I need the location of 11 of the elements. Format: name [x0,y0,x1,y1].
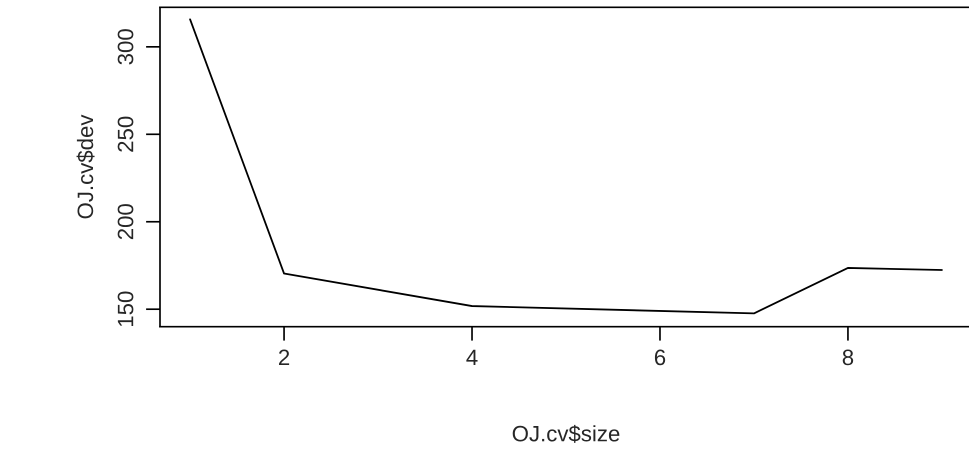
x-tick-label: 6 [654,350,666,366]
y-tick-label: 200 [118,204,134,240]
y-axis-title: OJ.cv$dev [76,114,95,218]
x-tick-label: 8 [842,350,854,366]
y-tick-label: 250 [118,116,134,152]
y-tick-label: 150 [118,292,134,326]
line-series [189,18,943,314]
x-axis-title: OJ.cv$size [512,424,620,443]
x-tick-label: 2 [278,350,290,366]
y-tick-label: 300 [118,29,134,65]
x-tick-label: 4 [466,350,478,366]
